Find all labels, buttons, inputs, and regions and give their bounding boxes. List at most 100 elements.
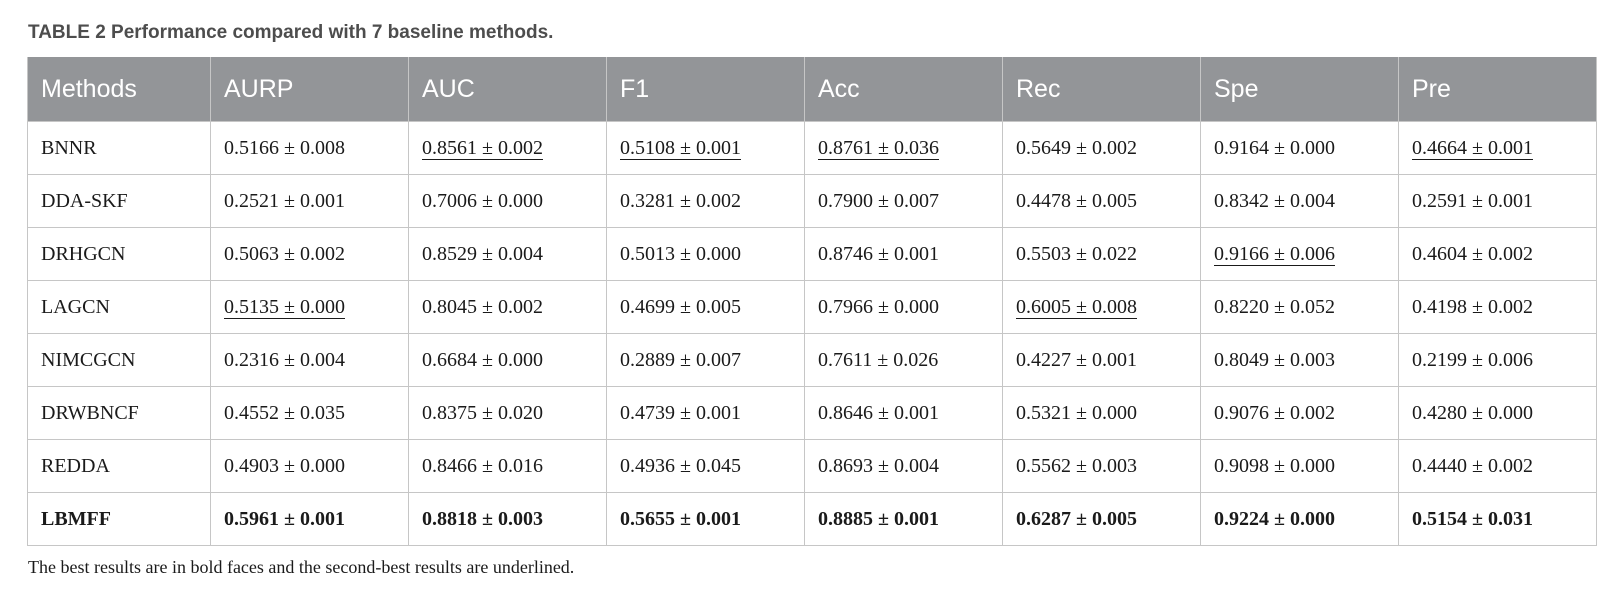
spe-value: 0.9164 ± 0.000 xyxy=(1214,136,1335,159)
aurp-value: 0.5063 ± 0.002 xyxy=(224,242,345,265)
aurp-cell: 0.2521 ± 0.001 xyxy=(210,174,409,228)
rec-value: 0.4227 ± 0.001 xyxy=(1016,348,1137,371)
aurp-cell: 0.5961 ± 0.001 xyxy=(210,492,409,546)
rec-value: 0.5321 ± 0.000 xyxy=(1016,401,1137,424)
rec-cell: 0.5649 ± 0.002 xyxy=(1002,121,1201,175)
method-name-cell: DRHGCN xyxy=(27,227,211,281)
method-name-cell: REDDA xyxy=(27,439,211,493)
aurp-cell: 0.4903 ± 0.000 xyxy=(210,439,409,493)
column-header-f1: F1 xyxy=(606,57,805,122)
column-header-auc: AUC xyxy=(408,57,607,122)
spe-cell: 0.9166 ± 0.006 xyxy=(1200,227,1399,281)
table-row: DRWBNCF 0.4552 ± 0.035 0.8375 ± 0.020 0.473… xyxy=(27,386,1597,440)
acc-value: 0.7900 ± 0.007 xyxy=(818,189,939,212)
aurp-cell: 0.2316 ± 0.004 xyxy=(210,333,409,387)
aurp-value: 0.5135 ± 0.000 xyxy=(224,295,345,318)
auc-value: 0.8818 ± 0.003 xyxy=(422,507,543,530)
auc-cell: 0.8529 ± 0.004 xyxy=(408,227,607,281)
method-name-cell: LAGCN xyxy=(27,280,211,334)
spe-value: 0.8049 ± 0.003 xyxy=(1214,348,1335,371)
f1-value: 0.2889 ± 0.007 xyxy=(620,348,741,371)
auc-cell: 0.8045 ± 0.002 xyxy=(408,280,607,334)
rec-value: 0.6287 ± 0.005 xyxy=(1016,507,1137,530)
table-row: DDA-SKF 0.2521 ± 0.001 0.7006 ± 0.000 0.328… xyxy=(27,174,1597,228)
aurp-cell: 0.5135 ± 0.000 xyxy=(210,280,409,334)
aurp-value: 0.4903 ± 0.000 xyxy=(224,454,345,477)
method-name-cell: BNNR xyxy=(27,121,211,175)
column-header-spe: Spe xyxy=(1200,57,1399,122)
column-header-methods: Methods xyxy=(27,57,211,122)
f1-cell: 0.5013 ± 0.000 xyxy=(606,227,805,281)
column-header-rec: Rec xyxy=(1002,57,1201,122)
pre-value: 0.4198 ± 0.002 xyxy=(1412,295,1533,318)
rec-value: 0.5562 ± 0.003 xyxy=(1016,454,1137,477)
pre-cell: 0.4604 ± 0.002 xyxy=(1398,227,1597,281)
rec-cell: 0.4227 ± 0.001 xyxy=(1002,333,1201,387)
f1-value: 0.4699 ± 0.005 xyxy=(620,295,741,318)
acc-value: 0.7966 ± 0.000 xyxy=(818,295,939,318)
rec-cell: 0.5503 ± 0.022 xyxy=(1002,227,1201,281)
auc-value: 0.8045 ± 0.002 xyxy=(422,295,543,318)
table-row: REDDA 0.4903 ± 0.000 0.8466 ± 0.016 0.4936 … xyxy=(27,439,1597,493)
pre-cell: 0.5154 ± 0.031 xyxy=(1398,492,1597,546)
spe-cell: 0.8220 ± 0.052 xyxy=(1200,280,1399,334)
auc-value: 0.6684 ± 0.000 xyxy=(422,348,543,371)
column-header-aurp: AURP xyxy=(210,57,409,122)
acc-cell: 0.8646 ± 0.001 xyxy=(804,386,1003,440)
aurp-value: 0.4552 ± 0.035 xyxy=(224,401,345,424)
f1-value: 0.5013 ± 0.000 xyxy=(620,242,741,265)
header-row: Methods AURP AUC F1 Acc Rec Spe Pre xyxy=(27,57,1597,122)
spe-cell: 0.9164 ± 0.000 xyxy=(1200,121,1399,175)
acc-value: 0.8693 ± 0.004 xyxy=(818,454,939,477)
f1-cell: 0.2889 ± 0.007 xyxy=(606,333,805,387)
pre-cell: 0.4440 ± 0.002 xyxy=(1398,439,1597,493)
rec-cell: 0.5321 ± 0.000 xyxy=(1002,386,1201,440)
aurp-value: 0.5166 ± 0.008 xyxy=(224,136,345,159)
rec-cell: 0.5562 ± 0.003 xyxy=(1002,439,1201,493)
rec-value: 0.5503 ± 0.022 xyxy=(1016,242,1137,265)
spe-value: 0.8342 ± 0.004 xyxy=(1214,189,1335,212)
f1-value: 0.5108 ± 0.001 xyxy=(620,136,741,159)
pre-cell: 0.4280 ± 0.000 xyxy=(1398,386,1597,440)
acc-cell: 0.7966 ± 0.000 xyxy=(804,280,1003,334)
auc-value: 0.7006 ± 0.000 xyxy=(422,189,543,212)
spe-value: 0.9166 ± 0.006 xyxy=(1214,242,1335,265)
pre-cell: 0.4664 ± 0.001 xyxy=(1398,121,1597,175)
spe-cell: 0.9076 ± 0.002 xyxy=(1200,386,1399,440)
aurp-cell: 0.5063 ± 0.002 xyxy=(210,227,409,281)
aurp-cell: 0.5166 ± 0.008 xyxy=(210,121,409,175)
pre-value: 0.4440 ± 0.002 xyxy=(1412,454,1533,477)
spe-cell: 0.9098 ± 0.000 xyxy=(1200,439,1399,493)
table-row: LBMFF 0.5961 ± 0.001 0.8818 ± 0.003 0.5655 … xyxy=(27,492,1597,546)
auc-value: 0.8529 ± 0.004 xyxy=(422,242,543,265)
f1-value: 0.4936 ± 0.045 xyxy=(620,454,741,477)
f1-value: 0.4739 ± 0.001 xyxy=(620,401,741,424)
spe-value: 0.9098 ± 0.000 xyxy=(1214,454,1335,477)
spe-value: 0.9224 ± 0.000 xyxy=(1214,507,1335,530)
column-header-acc: Acc xyxy=(804,57,1003,122)
f1-value: 0.5655 ± 0.001 xyxy=(620,507,741,530)
acc-value: 0.8885 ± 0.001 xyxy=(818,507,939,530)
rec-value: 0.6005 ± 0.008 xyxy=(1016,295,1137,318)
spe-value: 0.9076 ± 0.002 xyxy=(1214,401,1335,424)
acc-value: 0.8761 ± 0.036 xyxy=(818,136,939,159)
pre-cell: 0.4198 ± 0.002 xyxy=(1398,280,1597,334)
acc-value: 0.7611 ± 0.026 xyxy=(818,348,939,371)
auc-cell: 0.8818 ± 0.003 xyxy=(408,492,607,546)
acc-cell: 0.7900 ± 0.007 xyxy=(804,174,1003,228)
pre-cell: 0.2199 ± 0.006 xyxy=(1398,333,1597,387)
aurp-value: 0.2316 ± 0.004 xyxy=(224,348,345,371)
auc-cell: 0.8466 ± 0.016 xyxy=(408,439,607,493)
table-row: DRHGCN 0.5063 ± 0.002 0.8529 ± 0.004 0.5013… xyxy=(27,227,1597,281)
acc-cell: 0.7611 ± 0.026 xyxy=(804,333,1003,387)
spe-cell: 0.8342 ± 0.004 xyxy=(1200,174,1399,228)
f1-cell: 0.4936 ± 0.045 xyxy=(606,439,805,493)
spe-cell: 0.8049 ± 0.003 xyxy=(1200,333,1399,387)
pre-value: 0.4280 ± 0.000 xyxy=(1412,401,1533,424)
spe-cell: 0.9224 ± 0.000 xyxy=(1200,492,1399,546)
rec-value: 0.5649 ± 0.002 xyxy=(1016,136,1137,159)
table-caption: TABLE 2 Performance compared with 7 base… xyxy=(28,22,554,43)
auc-cell: 0.8375 ± 0.020 xyxy=(408,386,607,440)
aurp-value: 0.2521 ± 0.001 xyxy=(224,189,345,212)
spe-value: 0.8220 ± 0.052 xyxy=(1214,295,1335,318)
